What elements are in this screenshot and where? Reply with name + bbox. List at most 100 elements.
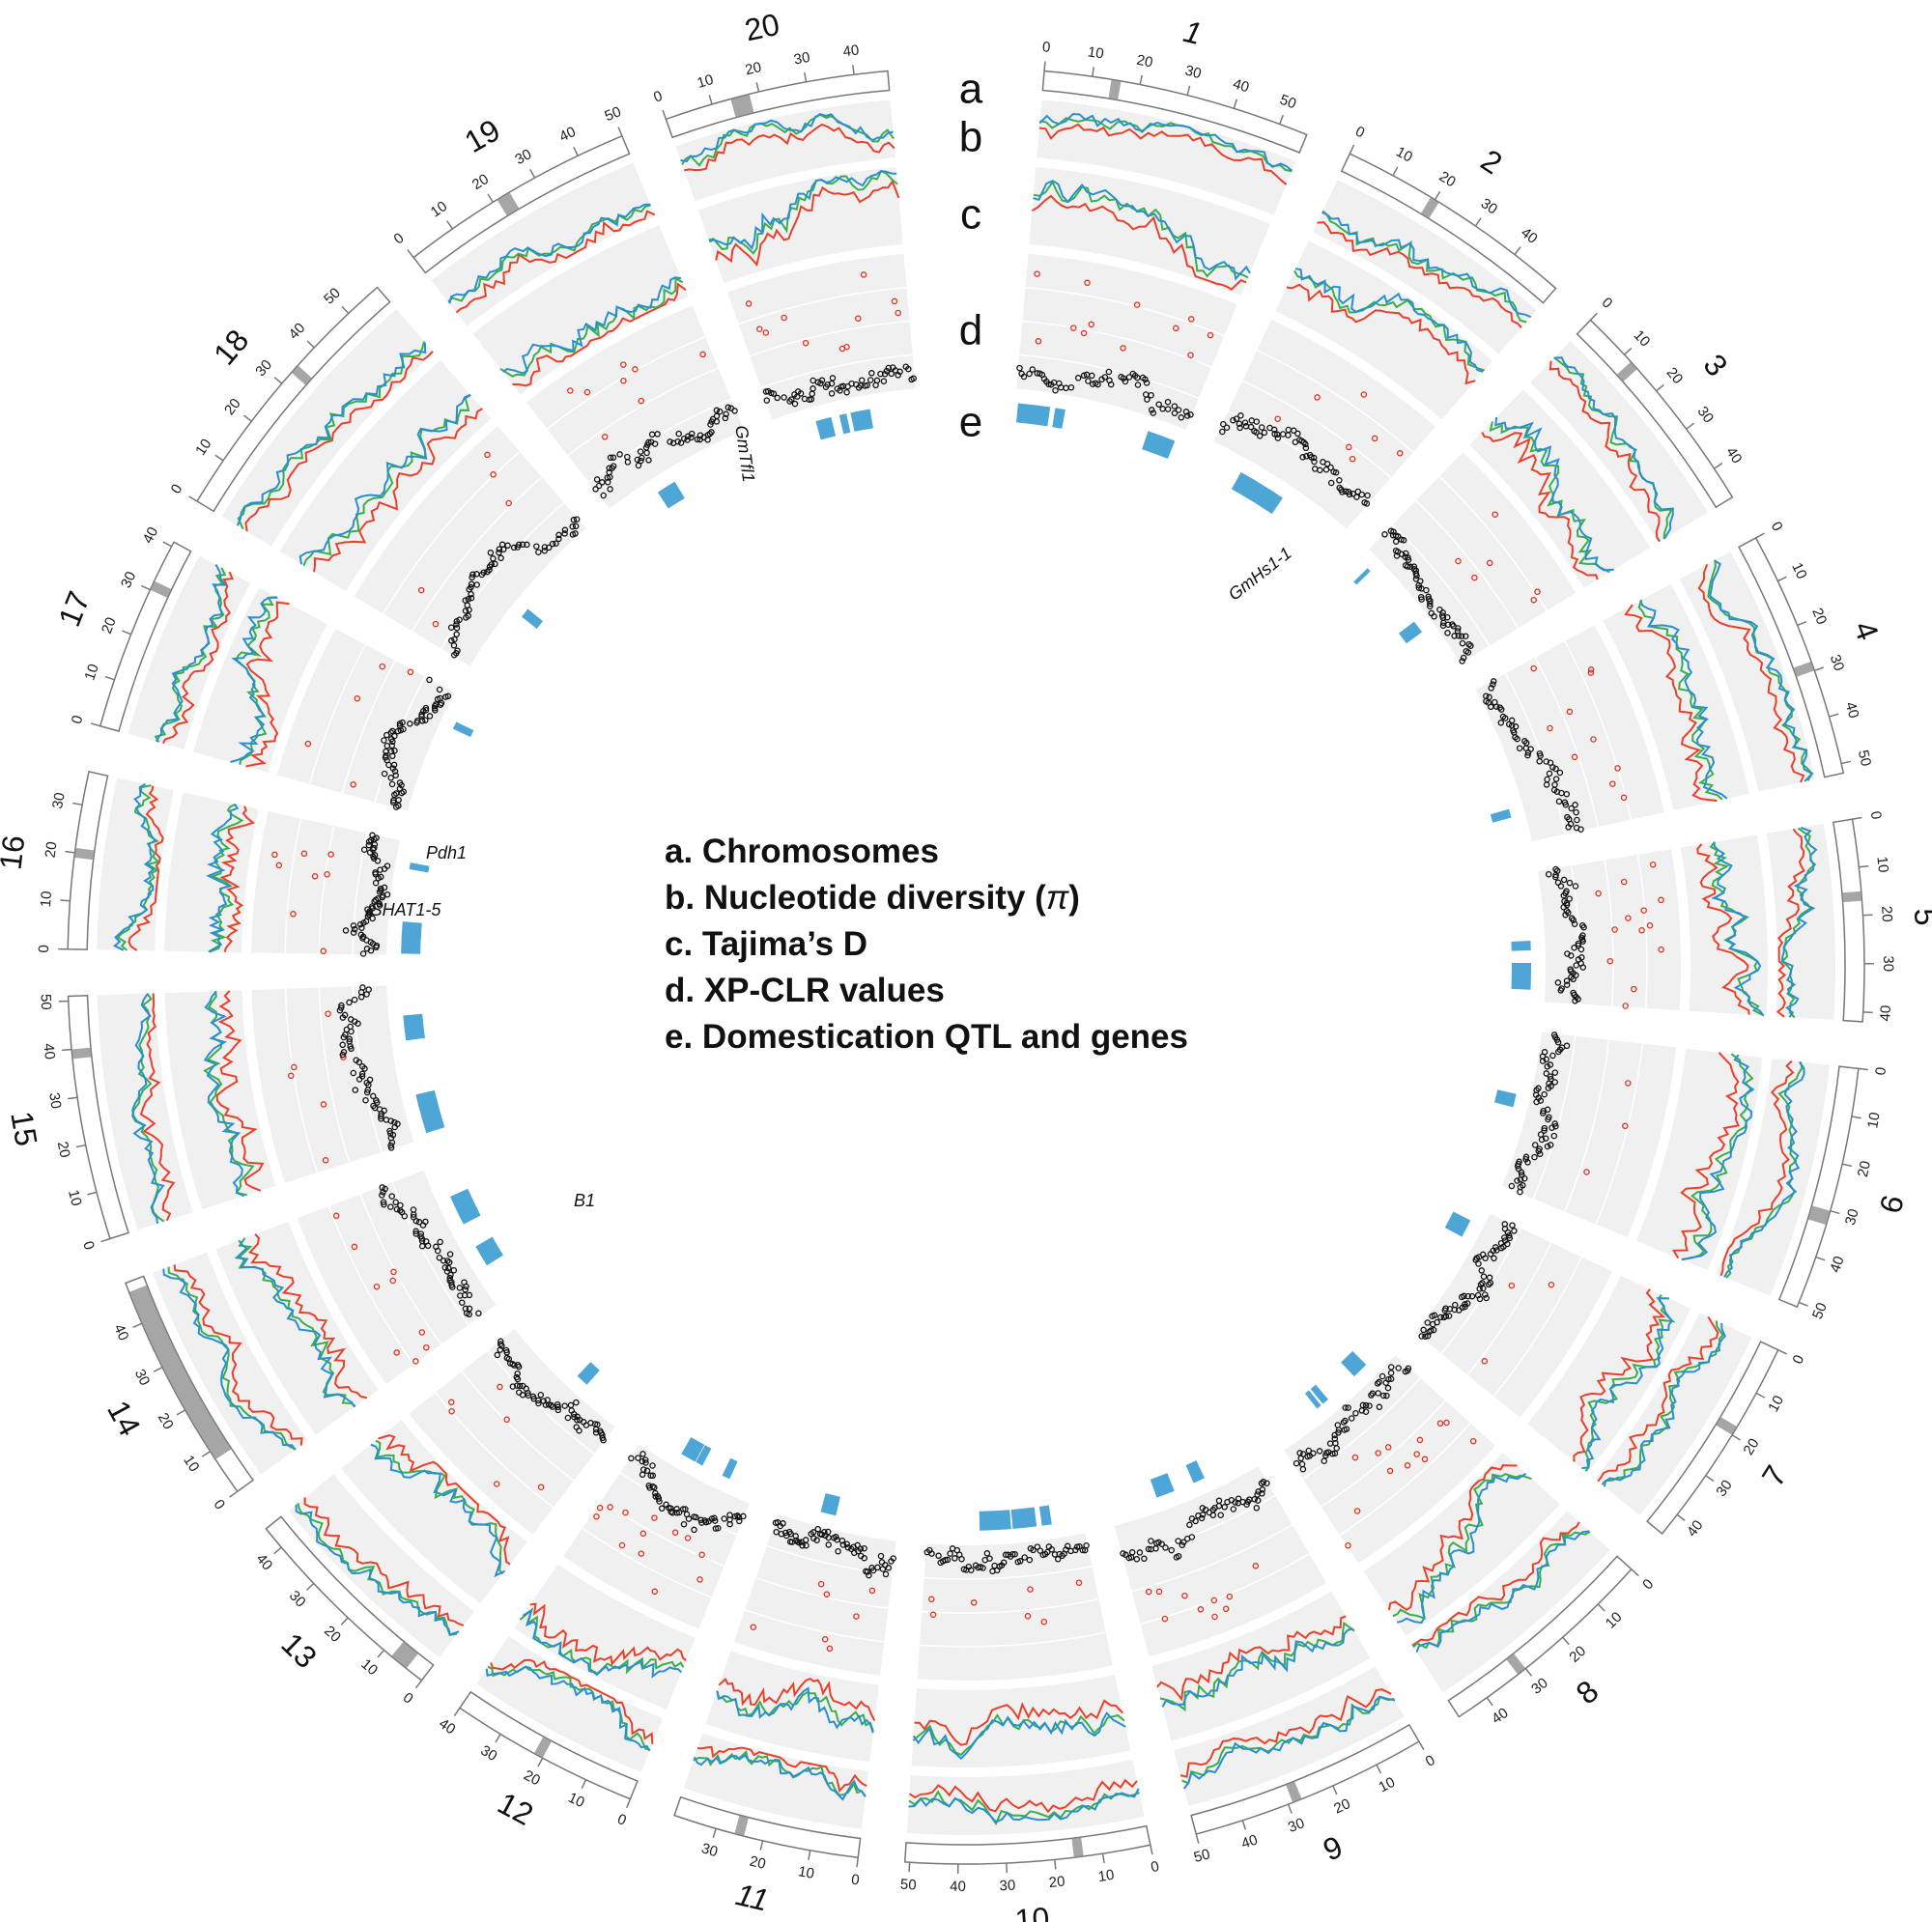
tajima-line-cultivar-chr16 xyxy=(206,803,240,953)
diversity-track-bg-chr20 xyxy=(675,99,895,202)
xpclr-point-chr18-2 xyxy=(454,647,461,654)
xpclr-grid-chr5-0 xyxy=(1570,865,1580,1004)
diversity-line-cultivar-chr8 xyxy=(1415,1530,1590,1653)
diversity-line-wild-chr14 xyxy=(173,1264,303,1446)
xpclr-point-chr19-43 xyxy=(675,430,682,438)
tick-chr4-20 xyxy=(1797,620,1807,627)
qtl-block-chr12-2 xyxy=(722,1457,738,1480)
xpclr-point-chr2-23 xyxy=(1274,435,1282,441)
xpclr-point-chr13-33 xyxy=(544,1397,551,1403)
xpclr-point-chr7-29 xyxy=(1487,1280,1494,1286)
tajima-line-wild-chr12 xyxy=(529,1602,687,1667)
xpclr-point-chr9-33 xyxy=(1195,1512,1202,1519)
tick-chr7-30 xyxy=(1705,1475,1715,1483)
tajima-line-wild-chr13 xyxy=(378,1433,511,1566)
tajima-line-cultivar-chr17 xyxy=(230,596,278,763)
tick-chr3-10 xyxy=(1624,347,1633,355)
tick-chr15-40 xyxy=(62,1048,72,1052)
tick-chr10-20 xyxy=(1054,1859,1057,1870)
xpclr-point-chr3-67 xyxy=(1464,649,1472,656)
xpclr-point-chr5-20 xyxy=(1560,904,1567,911)
xpclr-point-chr10-16 xyxy=(1045,1543,1053,1550)
xpclr-point-chr15-63 xyxy=(346,999,353,1006)
tick-label-chr13-10: 10 xyxy=(357,1655,381,1679)
xpclr-point-chr6-68 xyxy=(1508,1182,1516,1190)
xpclr-point-chr13-22 xyxy=(573,1399,580,1406)
xpclr-point-chr6-53 xyxy=(1531,1153,1538,1161)
xpclr-point-chr14-49 xyxy=(415,1219,423,1226)
xpclr-point-chr11-43 xyxy=(816,1531,824,1538)
xpclr-point-chr5-15 xyxy=(1595,890,1602,897)
xpclr-point-chr7-56 xyxy=(1437,1314,1444,1321)
xpclr-point-chr5-4 xyxy=(1552,873,1559,881)
diversity-track-bg-chr17 xyxy=(128,555,251,749)
xpclr-point-chr12-48 xyxy=(652,1489,659,1497)
xpclr-point-chr14-43 xyxy=(417,1233,424,1240)
tajima-line-wild-chr4 xyxy=(1624,604,1718,803)
xpclr-point-chr12-54 xyxy=(649,1472,657,1480)
xpclr-point-chr19-9 xyxy=(606,468,612,476)
tick-label-chr6-10: 10 xyxy=(1864,1111,1884,1129)
xpclr-point-chr7-18 xyxy=(1491,1255,1497,1262)
tajima-track-bg-chr4 xyxy=(1603,583,1749,810)
xpclr-point-chr10-6 xyxy=(1075,1579,1083,1586)
xpclr-point-chr1-51 xyxy=(1144,396,1151,403)
tick-label-chr9-10: 10 xyxy=(1376,1774,1398,1796)
gene-label-shat1-5: SHAT1-5 xyxy=(371,900,442,919)
xpclr-point-chr4-60 xyxy=(1568,805,1575,812)
tick-label-chr16-10: 10 xyxy=(38,890,55,908)
xpclr-point-chr14-2 xyxy=(423,1343,430,1351)
tick-chr19-50 xyxy=(617,127,623,137)
tick-label-chr12-20: 20 xyxy=(521,1767,543,1790)
xpclr-point-chr8-68 xyxy=(1293,1459,1300,1467)
xpclr-point-chr14-13 xyxy=(462,1286,469,1293)
xpclr-point-chr5-41 xyxy=(1571,944,1577,951)
xpclr-grid-chr18-1 xyxy=(411,476,543,632)
xpclr-point-chr16-60 xyxy=(360,846,368,853)
xpclr-point-chr19-0 xyxy=(592,486,599,493)
xpclr-point-chr12-21 xyxy=(691,1526,697,1534)
tick-label-chr10-10: 10 xyxy=(1097,1867,1116,1885)
xpclr-point-chr12-24 xyxy=(691,1513,697,1520)
diversity-line-wild-chr7 xyxy=(1597,1315,1719,1483)
xpclr-point-chr4-69 xyxy=(1577,826,1584,833)
qtl-block-chr10-0 xyxy=(979,1510,1011,1531)
xpclr-point-chr4-5 xyxy=(1486,693,1492,701)
tick-label-chr14-40: 40 xyxy=(110,1322,131,1343)
xpclr-point-chr17-5 xyxy=(350,781,356,788)
xpclr-point-chr14-0 xyxy=(412,1358,419,1365)
tick-chr18-20 xyxy=(242,414,252,422)
xpclr-point-chr16-15 xyxy=(358,924,365,931)
tick-label-chr20-20: 20 xyxy=(744,59,763,78)
xpclr-point-chr8-57 xyxy=(1321,1457,1327,1464)
tajima-line-landrace-chr18 xyxy=(302,394,471,567)
tick-chr7-0 xyxy=(1777,1348,1788,1355)
xpclr-point-chr9-57 xyxy=(1148,1545,1154,1553)
xpclr-grid-chr12-1 xyxy=(601,1499,724,1568)
xpclr-point-chr16-63 xyxy=(365,841,373,849)
xpclr-point-chr6-41 xyxy=(1541,1127,1548,1134)
xpclr-point-chr17-51 xyxy=(418,711,425,718)
xpclr-point-chr6-31 xyxy=(1622,1122,1629,1130)
xpclr-point-chr20-24 xyxy=(802,339,810,347)
xpclr-grid-chr3-0 xyxy=(1391,523,1491,647)
xpclr-point-chr1-36 xyxy=(1107,381,1115,388)
xpclr-point-chr14-33 xyxy=(373,1283,381,1290)
tajima-track-bg-chr16 xyxy=(164,792,259,953)
xpclr-point-chr10-27 xyxy=(1021,1554,1028,1561)
tick-label-chr18-0: 0 xyxy=(168,481,186,496)
xpclr-point-chr13-64 xyxy=(502,1346,510,1354)
xpclr-point-chr7-68 xyxy=(1422,1333,1429,1340)
chromosome-label-chr20: 20 xyxy=(742,7,782,48)
xpclr-point-chr6-51 xyxy=(1536,1150,1544,1158)
xpclr-point-chr14-22 xyxy=(447,1271,454,1279)
xpclr-point-chr18-41 xyxy=(496,546,503,552)
tick-chr18-0 xyxy=(188,495,198,502)
xpclr-point-chr1-18 xyxy=(1070,325,1077,331)
xpclr-point-chr17-21 xyxy=(390,761,398,769)
xpclr-point-chr6-63 xyxy=(1520,1174,1528,1182)
tick-chr16-10 xyxy=(60,899,71,902)
xpclr-point-chr2-58 xyxy=(1339,489,1346,495)
tick-label-chr7-30: 30 xyxy=(1713,1477,1735,1499)
xpclr-point-chr9-69 xyxy=(1120,1550,1126,1557)
